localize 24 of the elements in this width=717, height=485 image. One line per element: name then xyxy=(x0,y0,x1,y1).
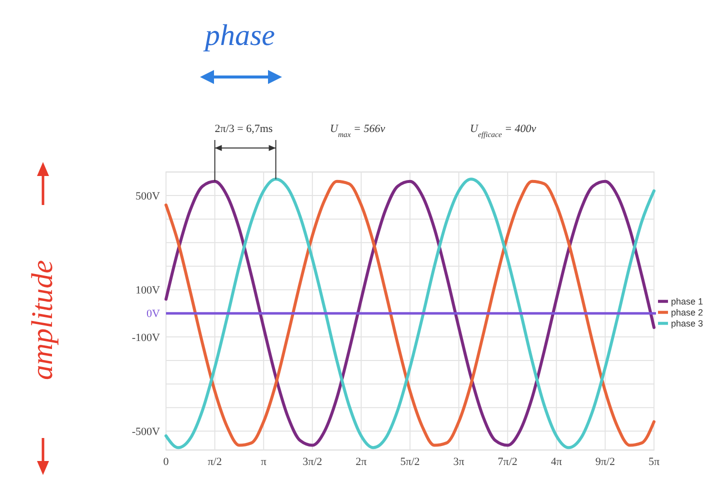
y-tick-label: 100V xyxy=(136,284,160,297)
x-tick-label: 0 xyxy=(163,456,170,468)
x-tick-label: 5π xyxy=(648,456,660,468)
x-tick-label: π xyxy=(260,456,267,468)
x-tick-label: 5π/2 xyxy=(400,456,420,468)
annotation: 2π/3 = 6,7ms xyxy=(214,123,273,135)
x-tick-label: π/2 xyxy=(208,456,222,468)
x-tick-label: 2π xyxy=(356,456,368,468)
y-tick-label: -100V xyxy=(132,332,160,344)
x-tick-label: 7π/2 xyxy=(498,456,518,468)
legend-label: phase 3 xyxy=(671,318,704,329)
x-tick-label: 3π xyxy=(453,456,465,468)
legend-label: phase 1 xyxy=(671,296,704,307)
y-tick-label: 500V xyxy=(136,190,160,202)
x-tick-label: 9π/2 xyxy=(595,456,616,468)
x-tick-label: 4π xyxy=(550,456,562,468)
text: phase xyxy=(203,19,275,52)
text: U$_{efficace}$ = 400v xyxy=(470,123,536,138)
x-tick-label: 3π/2 xyxy=(302,456,322,468)
text: amplitude xyxy=(26,260,59,380)
legend-label: phase 2 xyxy=(671,308,704,318)
text: U$_{max}$ = 566v xyxy=(330,123,386,138)
y-tick-label: 0V xyxy=(146,308,160,320)
y-tick-label: -500V xyxy=(132,426,160,438)
